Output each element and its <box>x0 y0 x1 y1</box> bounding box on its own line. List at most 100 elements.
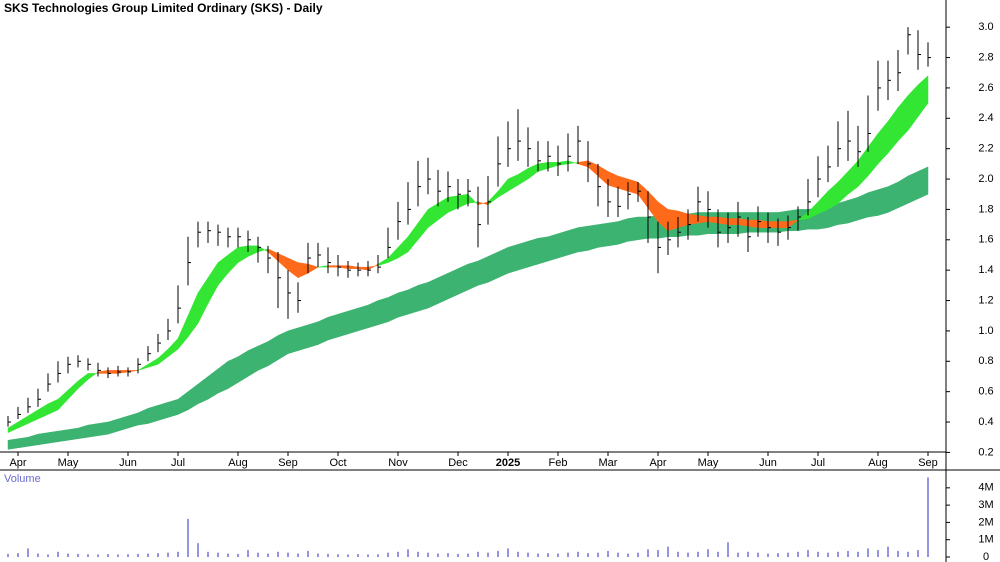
ribbon-segment <box>747 219 759 228</box>
y-tick-label: 1.0 <box>978 325 993 337</box>
y-tick-label: 0.2 <box>978 446 993 458</box>
ribbon-segment <box>597 222 609 248</box>
ribbon-segment <box>847 196 859 224</box>
ribbon-segment <box>417 281 429 312</box>
ribbon-segment <box>327 313 339 341</box>
ribbon-segment <box>767 221 779 228</box>
ribbon-segment <box>737 218 749 227</box>
ribbon-segment <box>517 240 529 271</box>
x-tick-label: Jul <box>811 457 825 469</box>
ribbon-segment <box>877 186 889 216</box>
chart-title: SKS Technologies Group Limited Ordinary … <box>4 1 323 15</box>
ribbon-segment <box>147 404 159 424</box>
ribbon-segment <box>467 260 479 291</box>
y-tick-label: 1.4 <box>978 264 993 276</box>
ribbon-segment <box>917 75 929 118</box>
ribbon-segment <box>487 251 499 283</box>
ribbon-segment <box>617 218 629 245</box>
ribbon-segment <box>687 213 699 225</box>
ribbon-segment <box>677 210 689 228</box>
ribbon-segment <box>97 421 109 436</box>
ribbon-segment <box>367 300 379 329</box>
ribbon-segment <box>697 215 709 224</box>
ribbon-segment <box>57 429 69 443</box>
y-tick-label: 1.6 <box>978 234 993 246</box>
y-tick-label: 2.2 <box>978 143 993 155</box>
ribbon-segment <box>387 292 399 323</box>
ribbon-segment <box>307 321 319 348</box>
ribbon-segment <box>917 166 929 200</box>
ribbon-segment <box>407 284 419 315</box>
y-tick-label: 3.0 <box>978 21 993 33</box>
ribbon-segment <box>587 224 599 251</box>
x-tick-label: Dec <box>448 457 468 469</box>
volume-y-tick-label: 4M <box>978 482 993 494</box>
y-tick-label: 1.2 <box>978 294 993 306</box>
x-tick-label: Aug <box>868 457 888 469</box>
x-tick-label: Nov <box>388 457 408 469</box>
y-tick-label: 0.6 <box>978 386 993 398</box>
ribbon-segment <box>717 216 729 225</box>
ribbon-segment <box>507 244 519 274</box>
ribbon-segment <box>257 341 269 371</box>
x-tick-label: Sep <box>278 457 298 469</box>
y-tick-label: 2.0 <box>978 173 993 185</box>
ribbon-segment <box>377 297 389 326</box>
ribbon-segment <box>157 401 169 421</box>
ribbon-segment <box>327 265 339 268</box>
x-tick-label: Aug <box>228 457 248 469</box>
ribbon-segment <box>37 432 49 446</box>
ribbon-segment <box>887 181 899 213</box>
volume-y-tick-label: 0 <box>983 551 989 562</box>
ribbon-segment <box>837 199 849 225</box>
x-tick-label: Jun <box>759 457 777 469</box>
ribbon-segment <box>667 209 679 232</box>
x-tick-label: Feb <box>549 457 568 469</box>
volume-y-tick-label: 3M <box>978 499 993 511</box>
ribbon-segment <box>867 189 879 218</box>
ribbon-segment <box>547 233 559 262</box>
ribbon-segment <box>167 398 179 418</box>
ribbon-segment <box>337 310 349 338</box>
ribbon-segment <box>67 427 79 441</box>
x-tick-label: May <box>58 457 79 469</box>
ribbon-segment <box>627 216 639 242</box>
ribbon-segment <box>287 327 299 355</box>
y-tick-label: 0.4 <box>978 416 993 428</box>
ribbon-segment <box>317 316 329 345</box>
ribbon-segment <box>47 430 59 444</box>
ribbon-segment <box>87 423 99 438</box>
x-tick-label: Apr <box>9 457 26 469</box>
ribbon-segment <box>447 268 459 300</box>
x-tick-label: Apr <box>649 457 666 469</box>
ribbon-segment <box>357 304 369 332</box>
ribbon-segment <box>347 307 359 335</box>
ribbon-segment <box>17 436 29 449</box>
ribbon-segment <box>907 171 919 204</box>
ribbon-segment <box>637 216 649 241</box>
x-tick-label: Jul <box>171 457 185 469</box>
ribbon-segment <box>557 230 569 259</box>
ribbon-segment <box>537 236 549 265</box>
y-tick-label: 1.8 <box>978 203 993 215</box>
ribbon-segment <box>427 277 439 309</box>
ribbon-segment <box>477 256 489 286</box>
ribbon-segment <box>397 289 409 318</box>
ribbon-segment <box>567 227 579 256</box>
ribbon-segment <box>437 272 449 304</box>
y-tick-label: 2.6 <box>978 82 993 94</box>
ribbon-segment <box>577 225 589 253</box>
ribbon-segment <box>527 237 539 268</box>
ribbon-segment <box>457 263 469 295</box>
ribbon-segment <box>497 246 509 279</box>
volume-title: Volume <box>4 473 41 485</box>
y-tick-label: 2.8 <box>978 51 993 63</box>
volume-y-tick-label: 1M <box>978 534 993 546</box>
y-tick-label: 0.8 <box>978 355 993 367</box>
ribbon-segment <box>607 221 619 247</box>
y-tick-label: 2.4 <box>978 112 993 124</box>
x-tick-label: May <box>698 457 719 469</box>
